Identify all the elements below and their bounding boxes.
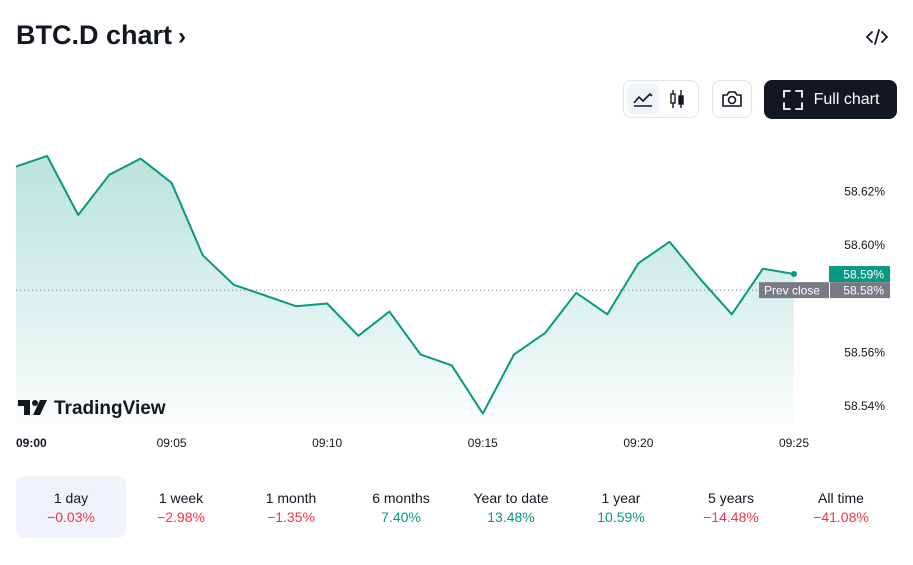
prev-close-label: Prev close <box>764 284 820 298</box>
period-tab[interactable]: 1 month −1.35% <box>236 476 346 538</box>
chevron-right-icon: › <box>178 22 187 50</box>
tradingview-watermark-text: TradingView <box>54 398 166 419</box>
period-change: −1.35% <box>267 508 315 525</box>
full-chart-label: Full chart <box>813 90 880 108</box>
fullscreen-icon <box>782 89 803 110</box>
y-tick-label: 58.60% <box>844 238 885 252</box>
period-label: 1 day <box>53 489 89 506</box>
area-style-button[interactable] <box>627 84 659 114</box>
chart-style-toggle <box>623 80 699 118</box>
tradingview-logo-icon <box>18 400 47 415</box>
period-change: 7.40% <box>381 508 421 525</box>
period-label: 6 months <box>372 489 430 506</box>
page-title: BTC.D chart <box>16 20 173 50</box>
period-label: 1 year <box>601 489 641 506</box>
period-tab[interactable]: 1 year 10.59% <box>566 476 676 538</box>
chart-title-link[interactable]: BTC.D chart › <box>16 20 186 51</box>
prev-close-value-label: 58.58% <box>843 284 884 298</box>
period-tab[interactable]: 1 day −0.03% <box>16 476 126 538</box>
period-label: 5 years <box>708 489 754 506</box>
snapshot-button[interactable] <box>712 80 752 118</box>
x-tick-label: 09:25 <box>779 436 809 450</box>
period-tab[interactable]: 5 years −14.48% <box>676 476 786 538</box>
y-tick-label: 58.54% <box>844 399 885 413</box>
x-tick-label: 09:20 <box>623 436 653 450</box>
x-tick-label: 09:05 <box>157 436 187 450</box>
series-area <box>16 155 794 424</box>
period-change: −0.03% <box>47 508 95 525</box>
full-chart-button[interactable]: Full chart <box>764 80 897 119</box>
last-value-label: 58.59% <box>843 268 884 282</box>
period-tab[interactable]: All time −41.08% <box>786 476 896 538</box>
y-tick-label: 58.56% <box>844 345 885 359</box>
candlestick-icon <box>670 90 684 108</box>
period-label: 1 month <box>265 489 317 506</box>
camera-icon <box>722 91 742 107</box>
code-icon <box>866 29 888 45</box>
last-point-marker <box>791 271 797 278</box>
y-tick-label: 58.62% <box>844 184 885 198</box>
x-tick-label: 09:15 <box>468 436 498 450</box>
period-label: 1 week <box>158 489 204 506</box>
period-label: All time <box>818 489 864 506</box>
period-change: −14.48% <box>703 508 759 525</box>
period-change: 10.59% <box>597 508 645 525</box>
period-tab[interactable]: Year to date 13.48% <box>456 476 566 538</box>
period-selector: 1 day −0.03% 1 week −2.98% 1 month −1.35% 6 mo… <box>16 476 896 538</box>
candle-style-button[interactable] <box>661 84 693 114</box>
period-change: −2.98% <box>157 508 205 525</box>
x-tick-label: 09:00 <box>16 436 47 450</box>
prev-close-value-tag <box>830 282 890 299</box>
x-tick-label: 09:10 <box>312 436 342 450</box>
period-tab[interactable]: 6 months 7.40% <box>346 476 456 538</box>
period-change: 13.48% <box>487 508 535 525</box>
tradingview-watermark: TradingView <box>18 398 166 419</box>
embed-code-button[interactable] <box>862 24 892 50</box>
series-line <box>15 154 795 415</box>
period-tab[interactable]: 1 week −2.98% <box>126 476 236 538</box>
prev-close-tag <box>759 282 829 299</box>
period-change: −41.08% <box>813 508 869 525</box>
area-line-icon <box>633 93 653 107</box>
period-label: Year to date <box>473 489 549 506</box>
last-value-tag <box>829 266 890 283</box>
